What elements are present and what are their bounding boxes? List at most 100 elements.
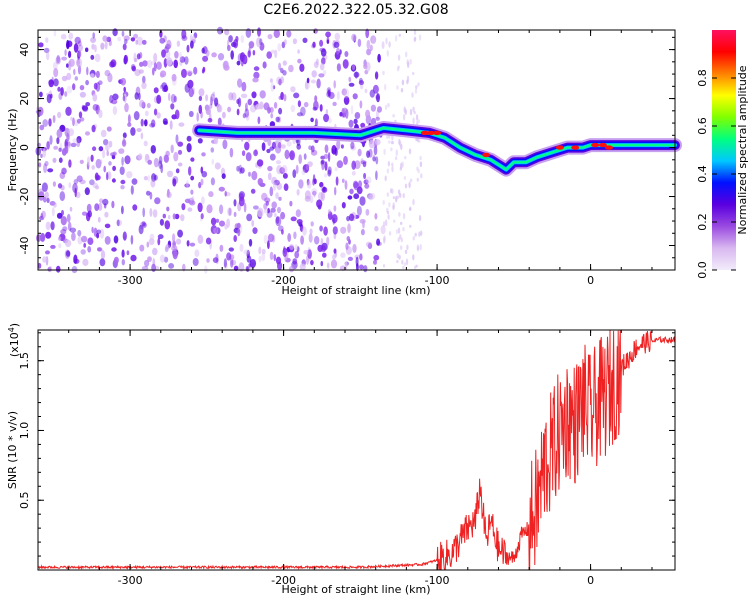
noise-blob	[98, 202, 103, 211]
noise-blob	[273, 102, 278, 109]
noise-blob	[122, 95, 126, 102]
noise-blob	[163, 154, 169, 163]
noise-blob	[325, 109, 329, 115]
noise-blob	[233, 199, 237, 207]
noise-blob	[122, 231, 127, 241]
noise-blob	[322, 186, 326, 192]
noise-blob	[159, 30, 163, 38]
noise-blob	[306, 77, 310, 84]
noise-blob	[226, 207, 233, 217]
noise-blob	[39, 91, 43, 98]
noise-blob	[303, 153, 307, 160]
noise-blob	[396, 67, 400, 72]
noise-blob	[131, 65, 136, 72]
noise-blob	[94, 53, 101, 63]
noise-blob	[238, 262, 245, 272]
noise-blob	[384, 83, 387, 91]
noise-blob	[87, 237, 94, 245]
noise-blob	[76, 138, 81, 148]
noise-blob	[365, 28, 370, 39]
noise-blob	[217, 117, 222, 127]
noise-blob	[190, 40, 194, 49]
noise-blob	[417, 119, 421, 124]
noise-blob	[287, 233, 292, 242]
noise-blob	[377, 53, 381, 63]
noise-blob	[319, 39, 324, 47]
noise-blob	[390, 188, 393, 194]
noise-blob	[403, 106, 406, 113]
noise-blob	[135, 39, 138, 45]
noise-blob	[386, 50, 389, 57]
noise-blob	[336, 47, 340, 55]
noise-blob	[56, 128, 63, 138]
noise-blob	[83, 243, 86, 248]
noise-blob	[236, 108, 240, 116]
noise-blob	[334, 147, 338, 156]
noise-blob	[107, 73, 113, 83]
noise-blob	[47, 168, 54, 173]
noise-blob	[48, 79, 54, 88]
noise-blob	[240, 35, 245, 43]
noise-blob	[153, 52, 158, 63]
noise-blob	[270, 207, 276, 213]
noise-blob	[327, 152, 331, 162]
snr-y-axis-label: SNR (10 * v/v)	[6, 411, 19, 489]
noise-blob	[152, 67, 155, 76]
noise-blob	[158, 160, 163, 169]
noise-blob	[272, 85, 276, 90]
noise-blob	[273, 254, 277, 262]
noise-blob	[64, 145, 69, 154]
noise-blob	[53, 202, 57, 208]
noise-blob	[95, 70, 100, 78]
noise-blob	[324, 161, 328, 171]
noise-blob	[269, 107, 274, 113]
noise-blob	[76, 57, 83, 68]
noise-blob	[92, 182, 98, 188]
noise-blob	[382, 221, 386, 227]
noise-blob	[264, 197, 271, 203]
noise-blob	[388, 140, 391, 144]
noise-blob	[248, 171, 251, 177]
noise-blob	[365, 176, 372, 184]
noise-blob	[116, 219, 120, 227]
noise-blob	[324, 144, 329, 154]
noise-blob	[319, 47, 326, 53]
noise-blob	[383, 148, 386, 155]
noise-blob	[57, 111, 62, 119]
noise-blob	[236, 98, 240, 105]
noise-blob	[367, 242, 373, 249]
noise-blob	[174, 109, 180, 120]
noise-blob	[97, 247, 102, 252]
noise-blob	[153, 61, 157, 72]
noise-blob	[40, 153, 43, 158]
noise-blob	[97, 216, 101, 223]
noise-blob	[392, 196, 396, 200]
noise-blob	[58, 236, 62, 241]
noise-blob	[99, 159, 103, 165]
noise-blob	[175, 134, 179, 144]
noise-blob	[284, 39, 287, 45]
noise-blob	[364, 183, 370, 189]
noise-blob	[351, 171, 356, 176]
y-tick-label: -20	[18, 188, 31, 206]
noise-blob	[78, 111, 83, 119]
noise-blob	[267, 172, 272, 181]
noise-blob	[401, 79, 405, 86]
noise-blob	[336, 63, 341, 72]
noise-blob	[247, 98, 253, 106]
noise-blob	[166, 206, 170, 212]
noise-blob	[228, 35, 233, 43]
noise-blob	[175, 168, 180, 174]
noise-blob	[353, 181, 359, 191]
noise-blob	[275, 116, 280, 123]
noise-blob	[417, 169, 420, 174]
noise-blob	[363, 172, 367, 180]
noise-blob	[408, 148, 412, 155]
noise-blob	[55, 56, 61, 65]
noise-blob	[121, 205, 124, 215]
ridge-peak	[426, 130, 435, 136]
noise-blob	[368, 139, 375, 149]
noise-blob	[273, 181, 276, 191]
noise-blob	[162, 87, 168, 93]
noise-blob	[269, 186, 274, 197]
